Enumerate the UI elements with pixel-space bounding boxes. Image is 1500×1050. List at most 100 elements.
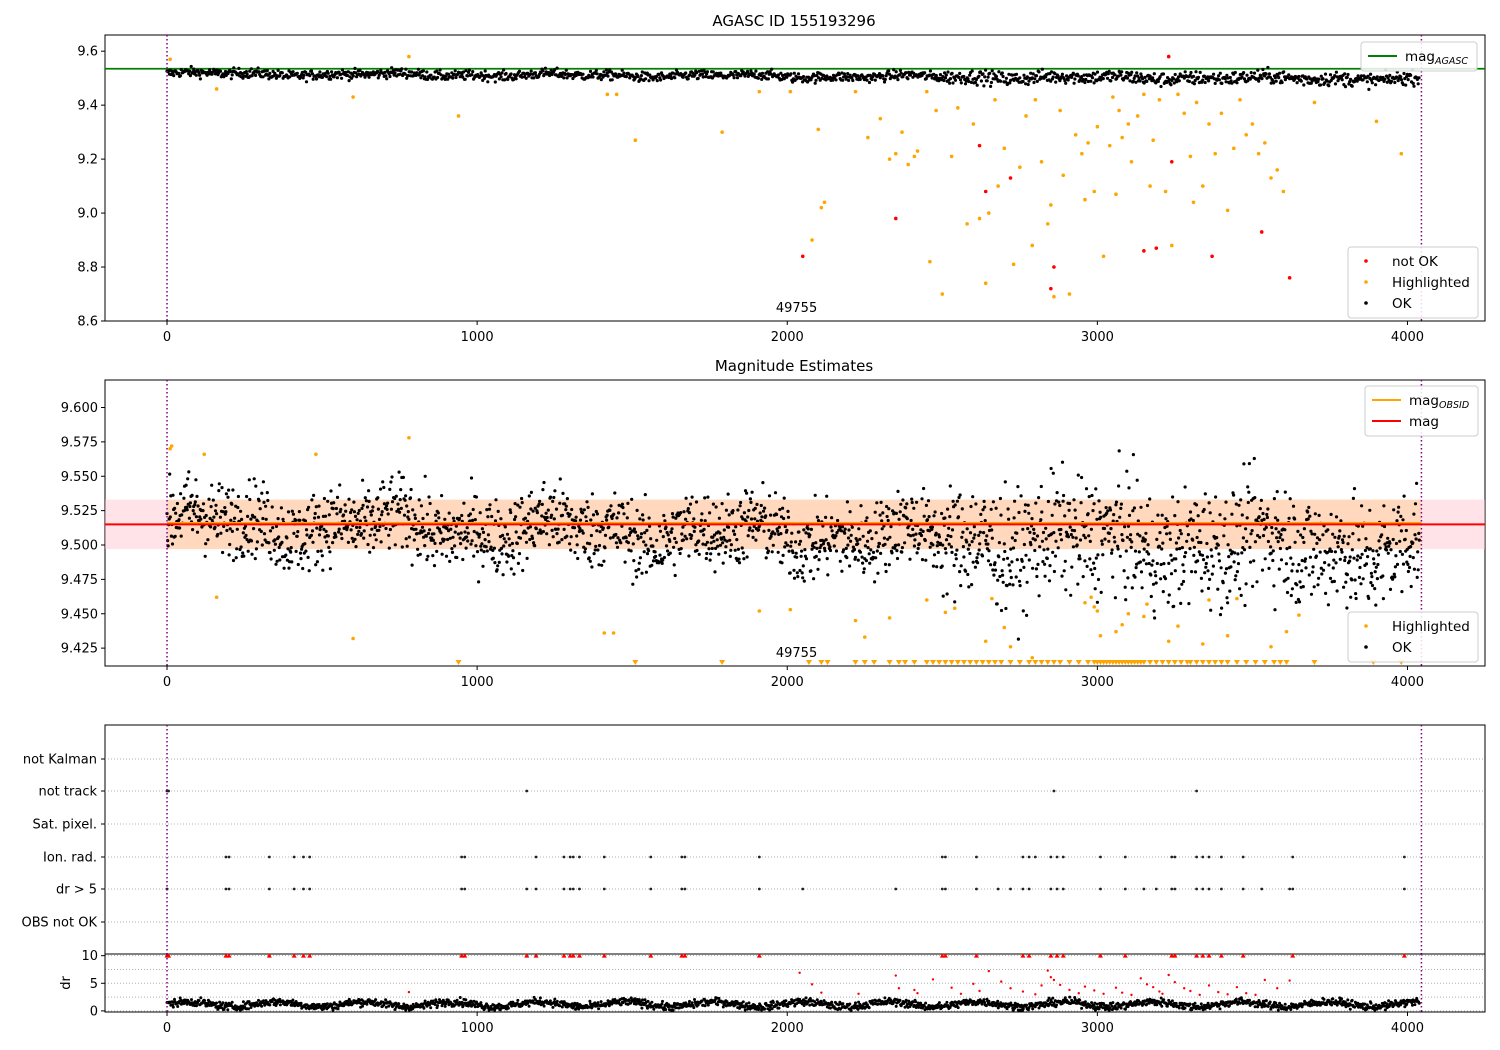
below-axis-marker: [1283, 660, 1290, 665]
ok-point: [1107, 531, 1111, 536]
below-axis-marker: [818, 660, 825, 665]
ok-point: [752, 72, 756, 76]
ok-point: [620, 502, 625, 506]
ok-point: [1102, 526, 1107, 531]
ok-point: [1056, 74, 1060, 78]
ok-point: [626, 501, 630, 505]
ok-point: [204, 542, 208, 546]
ok-point: [830, 529, 834, 533]
ok-point: [760, 77, 764, 81]
ok-point: [1333, 82, 1338, 86]
ok-point: [1073, 77, 1077, 81]
ok-point: [565, 497, 570, 501]
ok-point: [1302, 527, 1306, 531]
highlighted-point: [1169, 243, 1174, 248]
ok-point: [847, 528, 851, 532]
ok-point: [1191, 518, 1195, 523]
ok-point: [1110, 548, 1114, 552]
ok-point: [311, 77, 315, 81]
ok-point: [982, 84, 986, 88]
ok-point: [1299, 79, 1303, 83]
ok-point: [1030, 76, 1034, 80]
highlighted-point: [1080, 151, 1084, 156]
highlighted-point: [1225, 208, 1230, 213]
ok-point: [1065, 74, 1069, 78]
below-axis-marker: [954, 660, 961, 665]
dr-ok-point: [260, 1004, 264, 1008]
ok-point: [311, 540, 315, 544]
ok-point: [936, 550, 940, 555]
ok-point: [1127, 486, 1131, 490]
below-axis-marker: [1153, 660, 1160, 665]
ok-point: [1112, 513, 1116, 517]
ok-point: [679, 72, 684, 76]
highlighted-point: [1092, 189, 1097, 194]
ok-point: [1406, 569, 1410, 574]
ok-point: [876, 545, 881, 549]
ok-point: [1283, 490, 1287, 494]
ok-point: [815, 515, 820, 519]
ok-point: [396, 507, 401, 511]
ok-point: [670, 511, 675, 516]
ok-point: [978, 530, 982, 534]
ok-point: [510, 541, 514, 546]
ok-point: [1124, 598, 1128, 602]
ok-point: [400, 545, 404, 549]
ok-point: [171, 493, 175, 497]
ok-point: [757, 528, 761, 532]
ok-point: [1228, 548, 1232, 552]
dr-ok-point: [633, 997, 637, 1001]
below-axis-marker: [1016, 660, 1023, 665]
highlighted-point: [1182, 111, 1186, 116]
ok-point: [1071, 535, 1075, 539]
ok-point: [471, 70, 475, 74]
ok-point: [1010, 73, 1014, 77]
ok-point: [242, 554, 246, 558]
ok-point: [1343, 558, 1347, 563]
ok-point: [1391, 537, 1395, 542]
ok-point: [965, 540, 969, 544]
ok-point: [1370, 575, 1374, 579]
ok-point: [1388, 73, 1392, 77]
ok-point: [346, 540, 350, 545]
ok-point: [1389, 548, 1393, 552]
ok-point: [1375, 549, 1379, 553]
ok-point: [295, 71, 299, 75]
ok-point: [593, 548, 597, 552]
ok-point: [528, 72, 533, 76]
ok-point: [304, 80, 309, 84]
highlighted-point: [1129, 160, 1134, 164]
ok-point: [883, 77, 887, 81]
x-tick-label: 4000: [1391, 675, 1424, 690]
ok-point: [1039, 484, 1043, 489]
ok-point: [315, 526, 319, 530]
ok-point: [209, 505, 213, 509]
ok-point: [1392, 572, 1396, 576]
ok-point: [1110, 75, 1115, 80]
ok-point: [868, 561, 872, 565]
ok-point: [1386, 551, 1390, 555]
ok-point: [448, 536, 452, 540]
ok-point: [1066, 535, 1071, 539]
ok-point: [770, 67, 774, 71]
ok-point: [1331, 532, 1335, 536]
flag-category-label: Sat. pixel.: [33, 818, 97, 833]
ok-point: [955, 548, 959, 552]
ok-point: [1026, 82, 1030, 87]
ok-point: [741, 70, 745, 74]
ok-point: [1070, 565, 1074, 569]
ok-point: [785, 543, 790, 547]
ok-point: [1248, 560, 1253, 564]
ok-point: [1013, 499, 1017, 503]
ok-point: [1182, 76, 1186, 80]
ok-point: [1253, 496, 1257, 500]
ok-point: [1199, 540, 1203, 545]
ok-point: [880, 519, 884, 523]
ok-point: [1051, 550, 1055, 555]
ok-point: [432, 532, 436, 536]
ok-point: [1042, 548, 1046, 552]
ok-point: [446, 537, 450, 542]
ok-point: [1353, 578, 1357, 582]
ok-point: [1120, 70, 1124, 74]
ok-point: [191, 528, 195, 532]
